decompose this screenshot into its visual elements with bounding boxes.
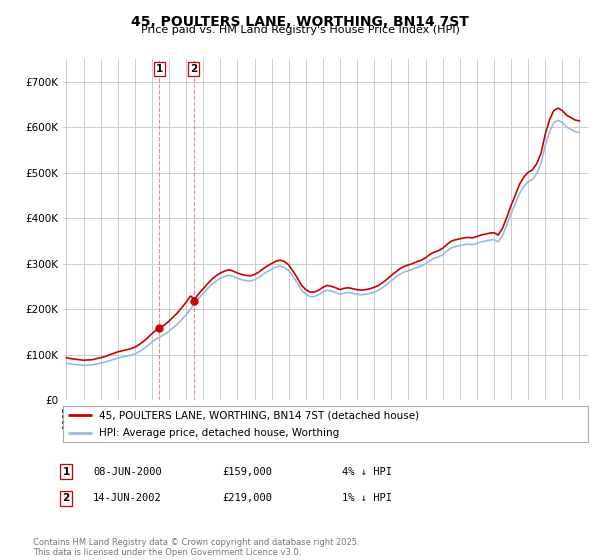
Text: £159,000: £159,000: [222, 466, 272, 477]
Text: 45, POULTERS LANE, WORTHING, BN14 7ST: 45, POULTERS LANE, WORTHING, BN14 7ST: [131, 15, 469, 29]
Text: 1: 1: [62, 466, 70, 477]
Text: HPI: Average price, detached house, Worthing: HPI: Average price, detached house, Wort…: [98, 428, 339, 438]
Text: 1% ↓ HPI: 1% ↓ HPI: [342, 493, 392, 503]
Text: 1: 1: [156, 64, 163, 74]
Text: 08-JUN-2000: 08-JUN-2000: [93, 466, 162, 477]
Text: 2: 2: [190, 64, 197, 74]
Text: 45, POULTERS LANE, WORTHING, BN14 7ST (detached house): 45, POULTERS LANE, WORTHING, BN14 7ST (d…: [98, 410, 419, 420]
Text: Price paid vs. HM Land Registry's House Price Index (HPI): Price paid vs. HM Land Registry's House …: [140, 25, 460, 35]
Text: £219,000: £219,000: [222, 493, 272, 503]
Text: 4% ↓ HPI: 4% ↓ HPI: [342, 466, 392, 477]
Text: 14-JUN-2002: 14-JUN-2002: [93, 493, 162, 503]
Text: 2: 2: [62, 493, 70, 503]
Text: Contains HM Land Registry data © Crown copyright and database right 2025.
This d: Contains HM Land Registry data © Crown c…: [33, 538, 359, 557]
